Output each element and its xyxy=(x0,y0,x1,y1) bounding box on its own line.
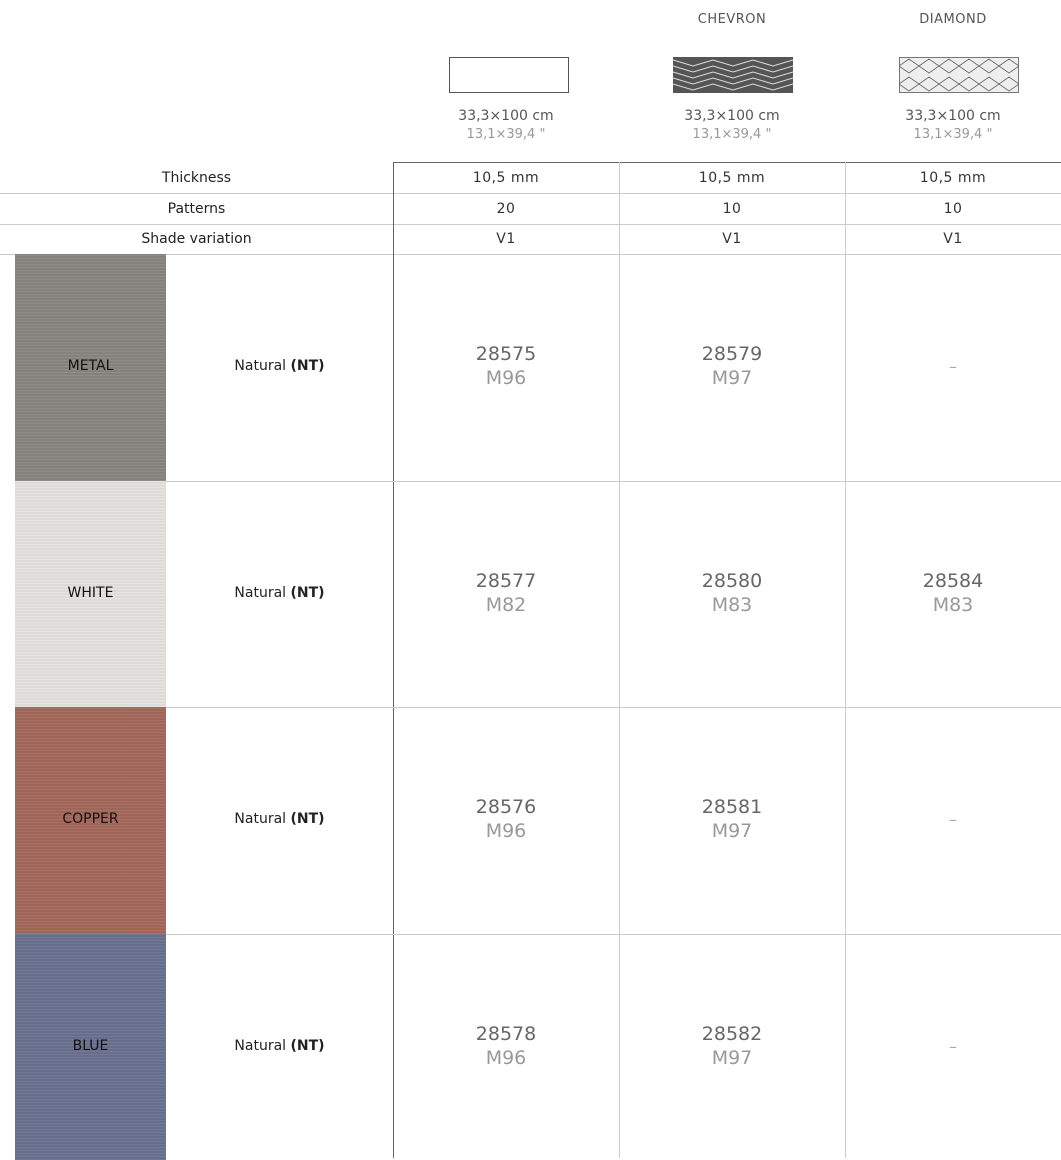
finish-name: Natural xyxy=(234,585,286,601)
chevron-icon xyxy=(673,57,793,93)
finish-code: (NT) xyxy=(291,585,325,601)
reference: M97 xyxy=(619,820,845,842)
spec-value: 10 xyxy=(845,201,1061,217)
empty-cell: – xyxy=(845,1037,1061,1056)
reference: M96 xyxy=(393,367,619,389)
reference: M96 xyxy=(393,820,619,842)
finish: Natural (NT) xyxy=(166,585,393,601)
spec-label: Thickness xyxy=(0,170,393,186)
rule xyxy=(393,162,1061,163)
spec-label: Shade variation xyxy=(0,231,393,247)
rule xyxy=(166,481,1061,482)
finish: Natural (NT) xyxy=(166,1038,393,1054)
spec-value: V1 xyxy=(845,231,1061,247)
reference: M97 xyxy=(619,1047,845,1069)
column-name: CHEVRON xyxy=(619,12,845,27)
color-name: BLUE xyxy=(15,1038,166,1054)
reference: M97 xyxy=(619,367,845,389)
finish-code: (NT) xyxy=(291,358,325,374)
size-cm: 33,3×100 cm xyxy=(619,108,845,124)
product-code: 28578 xyxy=(393,1023,619,1045)
finish-name: Natural xyxy=(234,811,286,827)
spec-value: 10,5 mm xyxy=(845,170,1061,186)
finish-code: (NT) xyxy=(291,1038,325,1054)
product-code: 28576 xyxy=(393,796,619,818)
reference: M96 xyxy=(393,1047,619,1069)
finish: Natural (NT) xyxy=(166,358,393,374)
rule xyxy=(0,224,1061,225)
diamond-icon xyxy=(899,57,1019,93)
size-inch: 13,1×39,4 " xyxy=(619,127,845,142)
spec-value: V1 xyxy=(393,231,619,247)
rule xyxy=(166,707,1061,708)
column-name: DIAMOND xyxy=(845,12,1061,27)
product-code: 28577 xyxy=(393,570,619,592)
spec-value: 10 xyxy=(619,201,845,217)
color-name: WHITE xyxy=(15,585,166,601)
spec-value: 10,5 mm xyxy=(619,170,845,186)
empty-cell: – xyxy=(845,810,1061,829)
spec-value: 10,5 mm xyxy=(393,170,619,186)
finish-code: (NT) xyxy=(291,811,325,827)
plain-icon xyxy=(449,57,569,93)
rule xyxy=(393,162,394,1158)
product-code: 28580 xyxy=(619,570,845,592)
rule xyxy=(619,162,620,1158)
empty-cell: – xyxy=(845,357,1061,376)
finish-name: Natural xyxy=(234,1038,286,1054)
size-cm: 33,3×100 cm xyxy=(845,108,1061,124)
rule xyxy=(845,162,846,1158)
reference: M82 xyxy=(393,594,619,616)
product-code: 28575 xyxy=(393,343,619,365)
spec-label: Patterns xyxy=(0,201,393,217)
spec-value: 20 xyxy=(393,201,619,217)
rule xyxy=(0,193,1061,194)
color-name: COPPER xyxy=(15,811,166,827)
color-name: METAL xyxy=(15,358,166,374)
finish: Natural (NT) xyxy=(166,811,393,827)
product-code: 28582 xyxy=(619,1023,845,1045)
product-code: 28581 xyxy=(619,796,845,818)
size-cm: 33,3×100 cm xyxy=(393,108,619,124)
spec-value: V1 xyxy=(619,231,845,247)
size-inch: 13,1×39,4 " xyxy=(845,127,1061,142)
finish-name: Natural xyxy=(234,358,286,374)
rule xyxy=(166,934,1061,935)
size-inch: 13,1×39,4 " xyxy=(393,127,619,142)
product-code: 28584 xyxy=(845,570,1061,592)
reference: M83 xyxy=(845,594,1061,616)
reference: M83 xyxy=(619,594,845,616)
product-code: 28579 xyxy=(619,343,845,365)
